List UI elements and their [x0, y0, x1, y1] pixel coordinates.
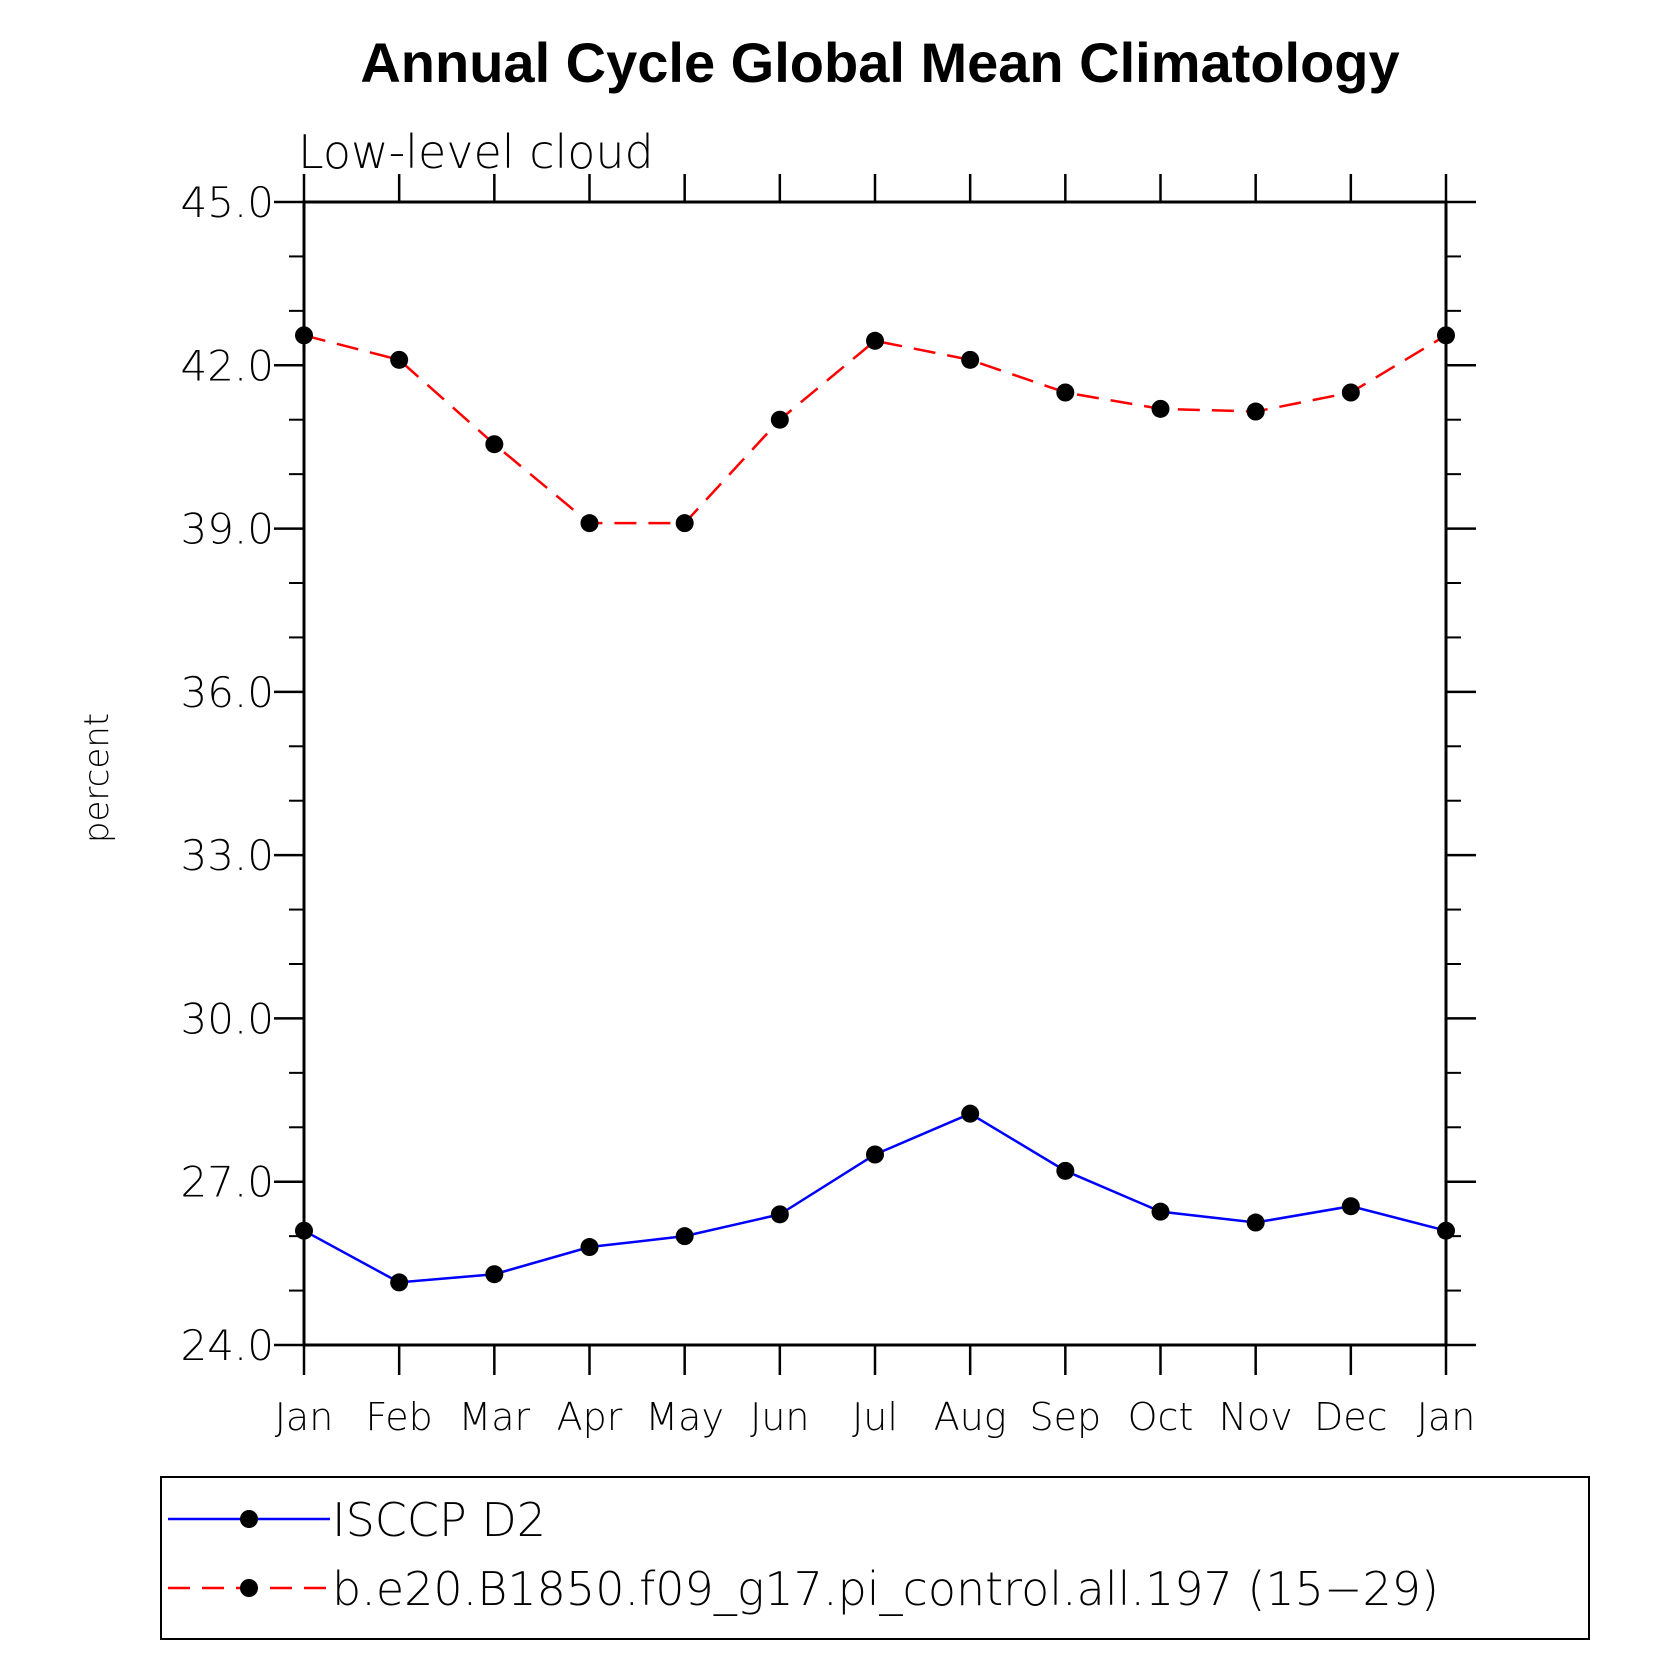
plot-frame [302, 200, 1448, 1347]
chart-subtitle: Low-level cloud [298, 125, 654, 179]
y-tick-label: 30.0 [180, 994, 274, 1043]
series-1-point [1151, 399, 1170, 418]
series-1-point [770, 410, 789, 429]
series-1 [295, 326, 1455, 533]
series-1-point [1246, 402, 1265, 421]
y-tick-label: 42.0 [180, 341, 274, 390]
legend: ISCCP D2 b.e20.B1850.f09_g17.pi_control.… [160, 1476, 1590, 1640]
series-0 [295, 1104, 1455, 1292]
y-tick-label: 27.0 [180, 1158, 274, 1207]
legend-label-model: b.e20.B1850.f09_g17.pi_control.all.197 (… [332, 1562, 1439, 1616]
series-1-point [485, 435, 504, 454]
series-0-point [770, 1205, 789, 1224]
legend-marker-isccp-d2 [240, 1510, 258, 1528]
series-1-point [1341, 383, 1360, 402]
series-0-point [485, 1265, 504, 1284]
y-tick-label: 24.0 [180, 1321, 274, 1370]
series-layer [295, 326, 1455, 1292]
series-line-0 [303, 1112, 1447, 1284]
series-0-point [1246, 1213, 1265, 1232]
series-1-point [1437, 326, 1455, 345]
series-1-point [675, 514, 694, 533]
x-tick-label: Feb [366, 1395, 433, 1439]
x-tick-label: Jan [1417, 1395, 1476, 1439]
series-1-point [1056, 383, 1075, 402]
series-line-1 [303, 334, 1447, 525]
series-0-point [1341, 1197, 1360, 1216]
x-tick-label: Jun [750, 1395, 809, 1439]
series-0-point [580, 1238, 599, 1257]
series-1-point [390, 350, 409, 369]
legend-marker-model [240, 1579, 258, 1597]
x-tick-label: Aug [934, 1395, 1007, 1439]
x-tick-label: May [645, 1395, 724, 1439]
legend-box [160, 1476, 1590, 1640]
x-tick-label: Oct [1128, 1395, 1194, 1439]
series-0-point [1151, 1202, 1170, 1221]
series-0-point [1437, 1221, 1455, 1240]
y-axis-ticks: 24.0 27.0 30.0 33.0 36.0 39.0 42.0 45.0 [180, 178, 1476, 1370]
y-axis-label: percent [77, 713, 117, 843]
series-0-point [390, 1273, 409, 1292]
series-0-point [866, 1145, 884, 1164]
y-tick-label: 36.0 [180, 668, 274, 717]
x-tick-label: Sep [1030, 1395, 1102, 1439]
y-tick-label: 45.0 [180, 178, 274, 227]
series-1-point [961, 350, 980, 369]
x-tick-label: Apr [557, 1395, 623, 1439]
series-0-point [1056, 1161, 1075, 1180]
series-0-point [295, 1221, 313, 1240]
series-1-point [866, 331, 884, 350]
x-tick-label: Dec [1314, 1395, 1388, 1439]
x-tick-label: Jul [852, 1395, 898, 1439]
series-0-point [675, 1227, 694, 1246]
chart-title: Annual Cycle Global Mean Climatology [360, 31, 1399, 94]
x-tick-label: Nov [1219, 1395, 1293, 1439]
legend-label-isccp-d2: ISCCP D2 [332, 1493, 546, 1547]
y-tick-label: 39.0 [180, 505, 274, 554]
series-0-point [961, 1104, 980, 1123]
x-axis-ticks: Jan Feb Mar Apr May Jun Jul Aug Sep Oct Nov Dec Jan [275, 174, 1476, 1439]
x-tick-label: Mar [458, 1395, 530, 1439]
series-1-point [295, 326, 313, 345]
y-tick-label: 33.0 [180, 831, 274, 880]
series-1-point [580, 514, 599, 533]
x-tick-label: Jan [275, 1395, 334, 1439]
